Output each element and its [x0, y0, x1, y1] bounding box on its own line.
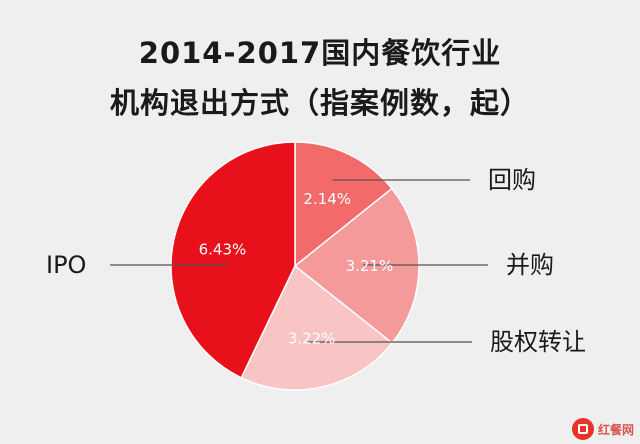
pie-slice: [240, 264, 394, 391]
slice-value-label: 2.14%: [303, 190, 351, 208]
logo-icon: [571, 418, 594, 440]
slice-value-label: 3.21%: [346, 257, 394, 275]
slice-value-label: 3.22%: [288, 330, 336, 348]
slice-category-label: 并购: [506, 251, 554, 279]
chart-title-line2: 机构退出方式（指案例数，起）: [109, 86, 530, 120]
watermark-text: 红餐网: [597, 422, 634, 437]
pie-slice: [170, 141, 296, 379]
pie-slice: [294, 141, 393, 268]
slice-category-label: 股权转让: [490, 328, 586, 356]
chart-title-line1: 2014-2017国内餐饮行业: [138, 36, 502, 70]
slice-value-label: 6.43%: [199, 240, 247, 258]
slice-category-label: 回购: [488, 166, 536, 194]
slice-category-label: IPO: [46, 251, 86, 279]
watermark-logo: 红餐网: [571, 418, 634, 440]
pie-slice: [293, 187, 420, 345]
